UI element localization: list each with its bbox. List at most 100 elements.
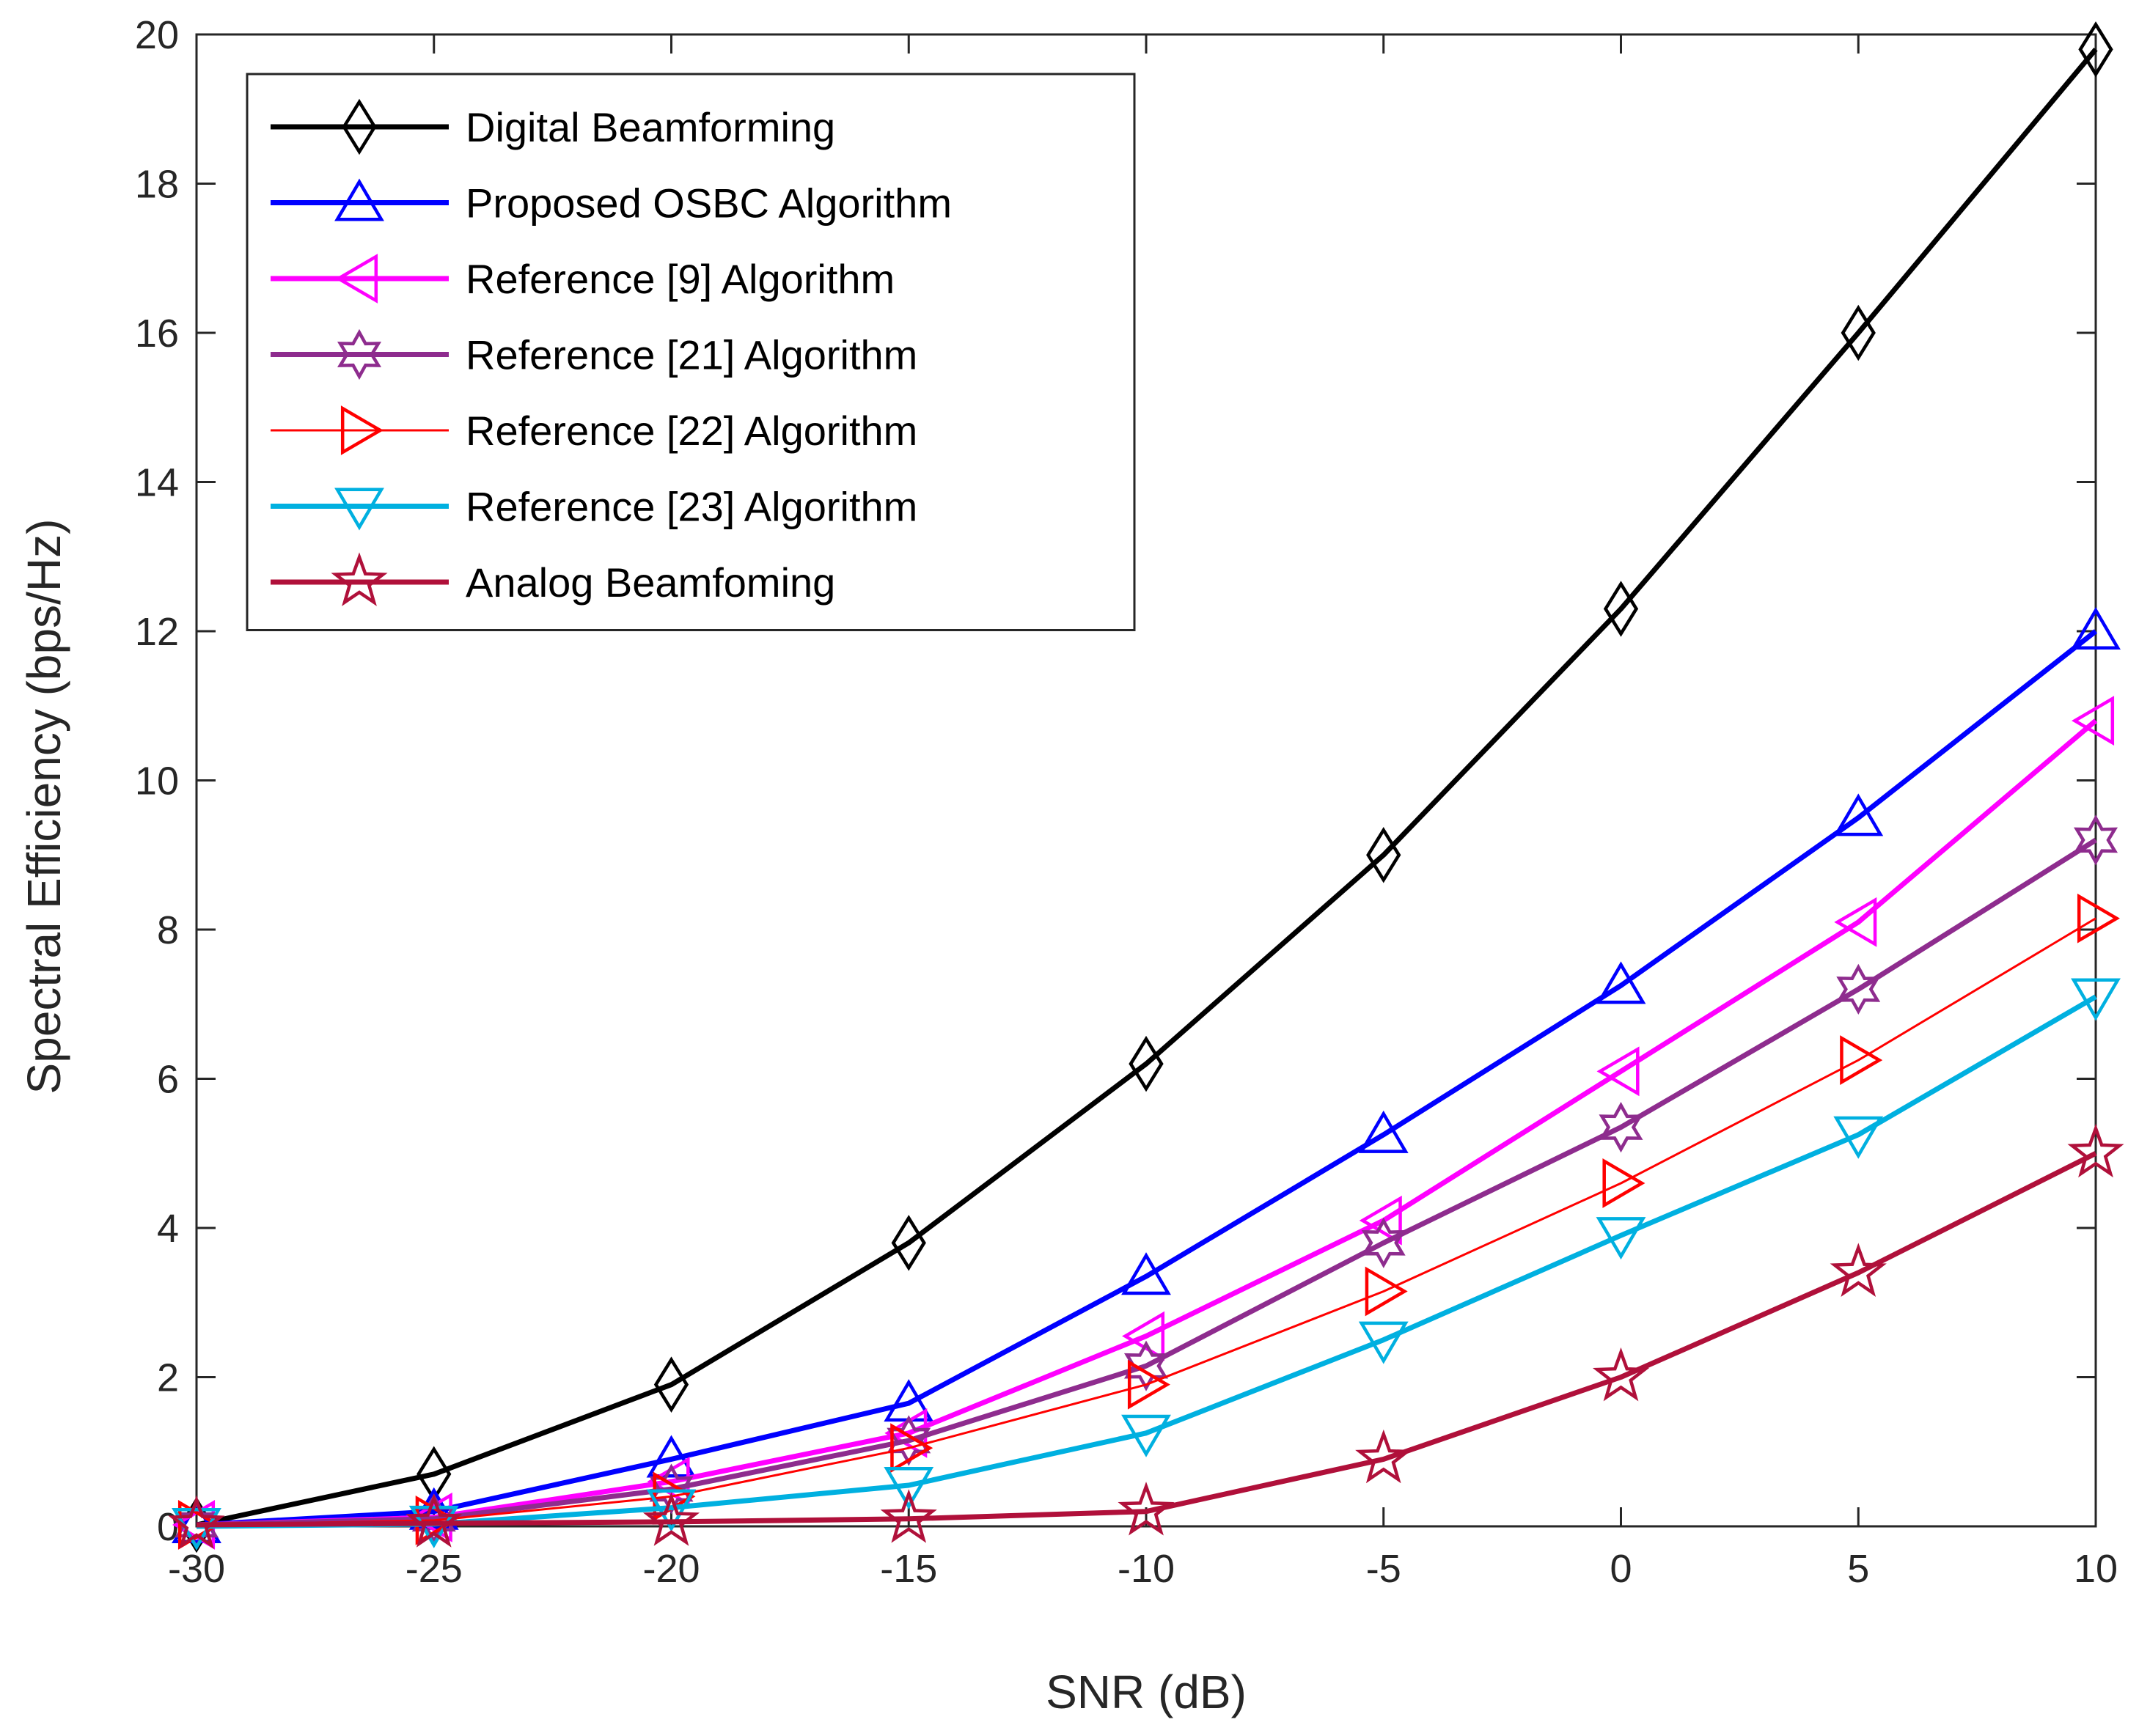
data-point-marker	[884, 1466, 934, 1509]
data-point-marker	[1358, 1110, 1409, 1153]
y-tick-label: 14	[135, 461, 179, 505]
legend-marker	[331, 552, 388, 606]
series-7	[168, 1123, 2124, 1549]
y-tick-label: 10	[135, 760, 179, 803]
y-tick-label: 6	[157, 1058, 179, 1102]
series-line	[196, 994, 2097, 1529]
series-line	[196, 629, 2098, 1528]
legend-marker	[335, 254, 378, 304]
data-point-marker	[1361, 1217, 1406, 1268]
legend-marker	[342, 98, 377, 155]
legend-entry: Reference [21] Algorithm	[271, 328, 917, 380]
data-point-marker	[2072, 696, 2115, 746]
series-4	[174, 814, 2118, 1551]
legend-entry: Proposed OSBC Algorithm	[271, 178, 952, 227]
data-point-marker	[642, 1492, 700, 1546]
data-point-marker	[887, 1415, 931, 1466]
legend-label: Analog Beamfoming	[466, 559, 835, 606]
legend-label: Reference [9] Algorithm	[466, 256, 895, 302]
series-1	[179, 21, 2113, 1553]
legend-marker	[334, 488, 384, 531]
x-tick-label: -30	[168, 1547, 225, 1591]
data-point-marker	[1127, 1359, 1170, 1410]
data-point-marker	[2071, 607, 2121, 650]
series-2	[172, 607, 2121, 1544]
data-point-marker	[2078, 21, 2113, 78]
y-tick-label: 18	[135, 163, 179, 207]
x-tick-label: 0	[1610, 1547, 1632, 1591]
x-tick-label: -25	[406, 1547, 463, 1591]
legend-entry: Analog Beamfoming	[271, 552, 835, 606]
series-line	[196, 917, 2096, 1526]
data-point-marker	[1129, 1035, 1164, 1092]
legend-marker	[340, 405, 384, 455]
data-point-marker	[168, 1495, 225, 1549]
data-point-marker	[1841, 304, 1876, 361]
data-point-marker	[1355, 1429, 1412, 1484]
y-tick-label: 20	[135, 13, 179, 57]
y-tick-label: 12	[135, 610, 179, 654]
series-5	[177, 893, 2120, 1550]
data-point-marker	[1836, 963, 1881, 1015]
data-point-marker	[406, 1493, 463, 1548]
data-point-marker	[1358, 1321, 1409, 1364]
data-point-marker	[2077, 893, 2120, 944]
legend-label: Reference [22] Algorithm	[466, 408, 917, 454]
x-tick-label: 10	[2074, 1547, 2118, 1591]
data-point-marker	[2073, 814, 2118, 866]
y-tick-label: 8	[157, 908, 179, 952]
series-line	[196, 48, 2098, 1528]
legend-box	[246, 73, 1136, 631]
x-tick-label: -15	[880, 1547, 937, 1591]
data-point-marker	[1123, 1340, 1169, 1391]
legend-entry: Reference [9] Algorithm	[271, 254, 895, 304]
data-point-marker	[1602, 1158, 1645, 1208]
data-point-marker	[1599, 1101, 1643, 1153]
series-6	[172, 978, 2121, 1551]
legend-label: Reference [21] Algorithm	[466, 332, 917, 378]
data-point-marker	[1596, 1046, 1640, 1097]
data-point-marker	[1833, 793, 1884, 836]
legend-entry: Digital Beamforming	[271, 98, 835, 155]
data-point-marker	[646, 1489, 697, 1532]
data-point-marker	[2071, 978, 2121, 1021]
data-point-marker	[1359, 1195, 1402, 1246]
data-point-marker	[891, 1215, 926, 1271]
data-point-marker	[1603, 581, 1639, 637]
series-line	[196, 718, 2098, 1528]
x-tick-label: -20	[642, 1547, 700, 1591]
series-line	[196, 837, 2097, 1528]
data-point-marker	[1366, 826, 1401, 883]
x-tick-label: -10	[1118, 1547, 1175, 1591]
data-point-marker	[1596, 961, 1646, 1004]
y-tick-label: 16	[135, 312, 179, 356]
legend-label: Proposed OSBC Algorithm	[466, 180, 952, 227]
data-point-marker	[1840, 1035, 1883, 1085]
data-point-marker	[649, 1463, 694, 1515]
x-tick-label: 5	[1847, 1547, 1869, 1591]
data-point-marker	[880, 1489, 937, 1543]
data-point-marker	[1833, 1116, 1884, 1159]
data-point-marker	[890, 1423, 933, 1474]
legend-entry: Reference [23] Algorithm	[271, 484, 917, 531]
data-point-marker	[1121, 1414, 1171, 1457]
data-point-marker	[1592, 1347, 1650, 1402]
legend-marker	[334, 178, 384, 221]
data-point-marker	[1118, 1482, 1175, 1536]
x-tick-label: -5	[1366, 1547, 1401, 1591]
legend-label: Reference [23] Algorithm	[466, 484, 917, 530]
legend-entry: Reference [22] Algorithm	[271, 405, 917, 455]
y-tick-label: 4	[157, 1207, 179, 1251]
legend: Digital Beamforming Proposed OSBC Algorit…	[246, 73, 1136, 631]
x-axis-label: SNR (dB)	[1046, 1666, 1247, 1718]
series-layer	[168, 21, 2124, 1553]
series-line	[196, 1151, 2097, 1528]
data-point-marker	[653, 1356, 689, 1413]
legend-label: Digital Beamforming	[466, 104, 835, 150]
legend-marker	[337, 328, 382, 380]
data-point-marker	[1121, 1252, 1171, 1295]
data-point-marker	[1830, 1243, 1887, 1297]
data-point-marker	[2067, 1123, 2124, 1178]
y-tick-label: 2	[157, 1356, 179, 1400]
